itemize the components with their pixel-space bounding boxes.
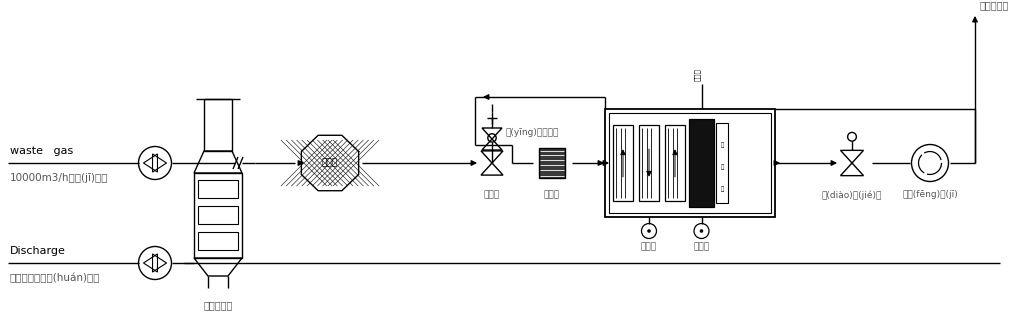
Text: 洗滌塔原有: 洗滌塔原有	[204, 300, 232, 310]
Bar	[198, 206, 238, 224]
Bar	[665, 125, 685, 201]
Bar	[198, 232, 238, 250]
Text: 電加熱: 電加熱	[694, 68, 700, 81]
Polygon shape	[482, 139, 502, 150]
Polygon shape	[481, 151, 503, 163]
Text: 一: 一	[720, 165, 724, 170]
Bar	[539, 148, 565, 178]
Polygon shape	[481, 163, 503, 175]
Bar	[639, 125, 659, 201]
Text: 過濾器: 過濾器	[322, 159, 338, 167]
Bar	[716, 123, 728, 203]
Text: 應(yīng)急排放閥: 應(yīng)急排放閥	[506, 128, 559, 137]
Bar	[689, 119, 714, 207]
Text: 阻火器: 阻火器	[544, 190, 560, 199]
Text: 熱電偶: 熱電偶	[641, 242, 657, 252]
Text: 熱電偶: 熱電偶	[693, 242, 710, 252]
Bar	[204, 99, 232, 151]
Bar	[605, 109, 775, 217]
Bar	[198, 180, 238, 198]
Bar	[609, 113, 771, 213]
Circle shape	[699, 229, 703, 233]
Text: 一: 一	[720, 187, 724, 192]
Text: waste   gas: waste gas	[10, 146, 74, 156]
Text: Discharge: Discharge	[10, 246, 66, 256]
Text: 切換閥: 切換閥	[484, 190, 500, 199]
Polygon shape	[841, 163, 863, 176]
Text: 10000m3/h有機(jī)廢氣: 10000m3/h有機(jī)廢氣	[10, 173, 109, 183]
Text: 調(diào)節(jié)閥: 調(diào)節(jié)閥	[822, 190, 883, 200]
Circle shape	[647, 229, 651, 233]
Text: 排污連接至循環(huán)水池: 排污連接至循環(huán)水池	[10, 273, 100, 283]
Bar	[194, 173, 242, 258]
Text: 一: 一	[720, 142, 724, 148]
Text: 引風(fēng)機(jī): 引風(fēng)機(jī)	[902, 190, 957, 199]
Text: 凈化后排空: 凈化后排空	[980, 0, 1010, 10]
Polygon shape	[482, 128, 502, 139]
Polygon shape	[841, 150, 863, 163]
Bar	[613, 125, 633, 201]
